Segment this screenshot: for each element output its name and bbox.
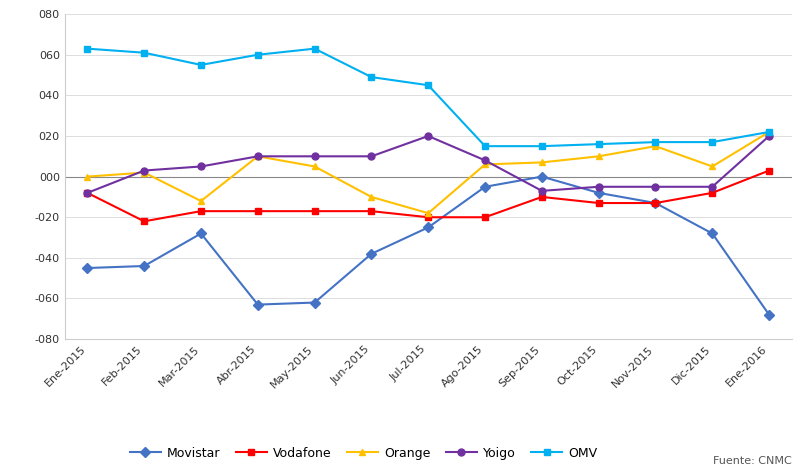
Line: OMV: OMV	[84, 45, 772, 150]
Line: Vodafone: Vodafone	[84, 167, 772, 225]
Yoigo	[253, 154, 263, 159]
OMV	[480, 143, 490, 149]
Vodafone	[708, 190, 718, 196]
OMV	[708, 139, 718, 145]
OMV	[309, 46, 319, 51]
Orange	[309, 163, 319, 169]
OMV	[764, 129, 774, 135]
Legend: Movistar, Vodafone, Orange, Yoigo, OMV: Movistar, Vodafone, Orange, Yoigo, OMV	[124, 442, 603, 465]
Yoigo	[309, 154, 319, 159]
OMV	[537, 143, 547, 149]
Movistar	[480, 184, 490, 190]
Vodafone	[423, 214, 433, 220]
Yoigo	[139, 168, 149, 173]
Orange	[423, 211, 433, 216]
Movistar	[253, 302, 263, 308]
OMV	[650, 139, 660, 145]
Orange	[480, 162, 490, 167]
Vodafone	[480, 214, 490, 220]
Vodafone	[196, 208, 206, 214]
Yoigo	[82, 190, 92, 196]
Yoigo	[594, 184, 604, 190]
Vodafone	[594, 200, 604, 206]
Orange	[764, 129, 774, 135]
Movistar	[537, 174, 547, 179]
Yoigo	[537, 188, 547, 194]
Yoigo	[480, 157, 490, 163]
OMV	[253, 52, 263, 57]
Yoigo	[196, 163, 206, 169]
Movistar	[367, 251, 377, 257]
Movistar	[139, 263, 149, 269]
Vodafone	[139, 219, 149, 224]
Line: Orange: Orange	[84, 129, 772, 217]
OMV	[594, 141, 604, 147]
Vodafone	[537, 194, 547, 200]
Orange	[139, 170, 149, 175]
Yoigo	[423, 133, 433, 139]
Vodafone	[309, 208, 319, 214]
OMV	[139, 50, 149, 56]
Vodafone	[82, 190, 92, 196]
Movistar	[309, 300, 319, 305]
Line: Yoigo: Yoigo	[84, 132, 772, 196]
Vodafone	[253, 208, 263, 214]
Movistar	[594, 190, 604, 196]
OMV	[82, 46, 92, 51]
Orange	[537, 160, 547, 165]
Orange	[82, 174, 92, 179]
Yoigo	[764, 133, 774, 139]
Orange	[594, 154, 604, 159]
Movistar	[708, 231, 718, 236]
Movistar	[196, 231, 206, 236]
Movistar	[764, 312, 774, 317]
Movistar	[650, 200, 660, 206]
Text: Fuente: CNMC: Fuente: CNMC	[713, 456, 792, 466]
Orange	[708, 163, 718, 169]
Orange	[253, 154, 263, 159]
OMV	[423, 82, 433, 88]
OMV	[196, 62, 206, 68]
Vodafone	[650, 200, 660, 206]
Movistar	[82, 265, 92, 271]
Orange	[367, 194, 377, 200]
Line: Movistar: Movistar	[84, 173, 772, 318]
OMV	[367, 74, 377, 80]
Orange	[650, 143, 660, 149]
Vodafone	[367, 208, 377, 214]
Orange	[196, 198, 206, 204]
Yoigo	[367, 154, 377, 159]
Vodafone	[764, 168, 774, 173]
Yoigo	[708, 184, 718, 190]
Yoigo	[650, 184, 660, 190]
Movistar	[423, 225, 433, 230]
